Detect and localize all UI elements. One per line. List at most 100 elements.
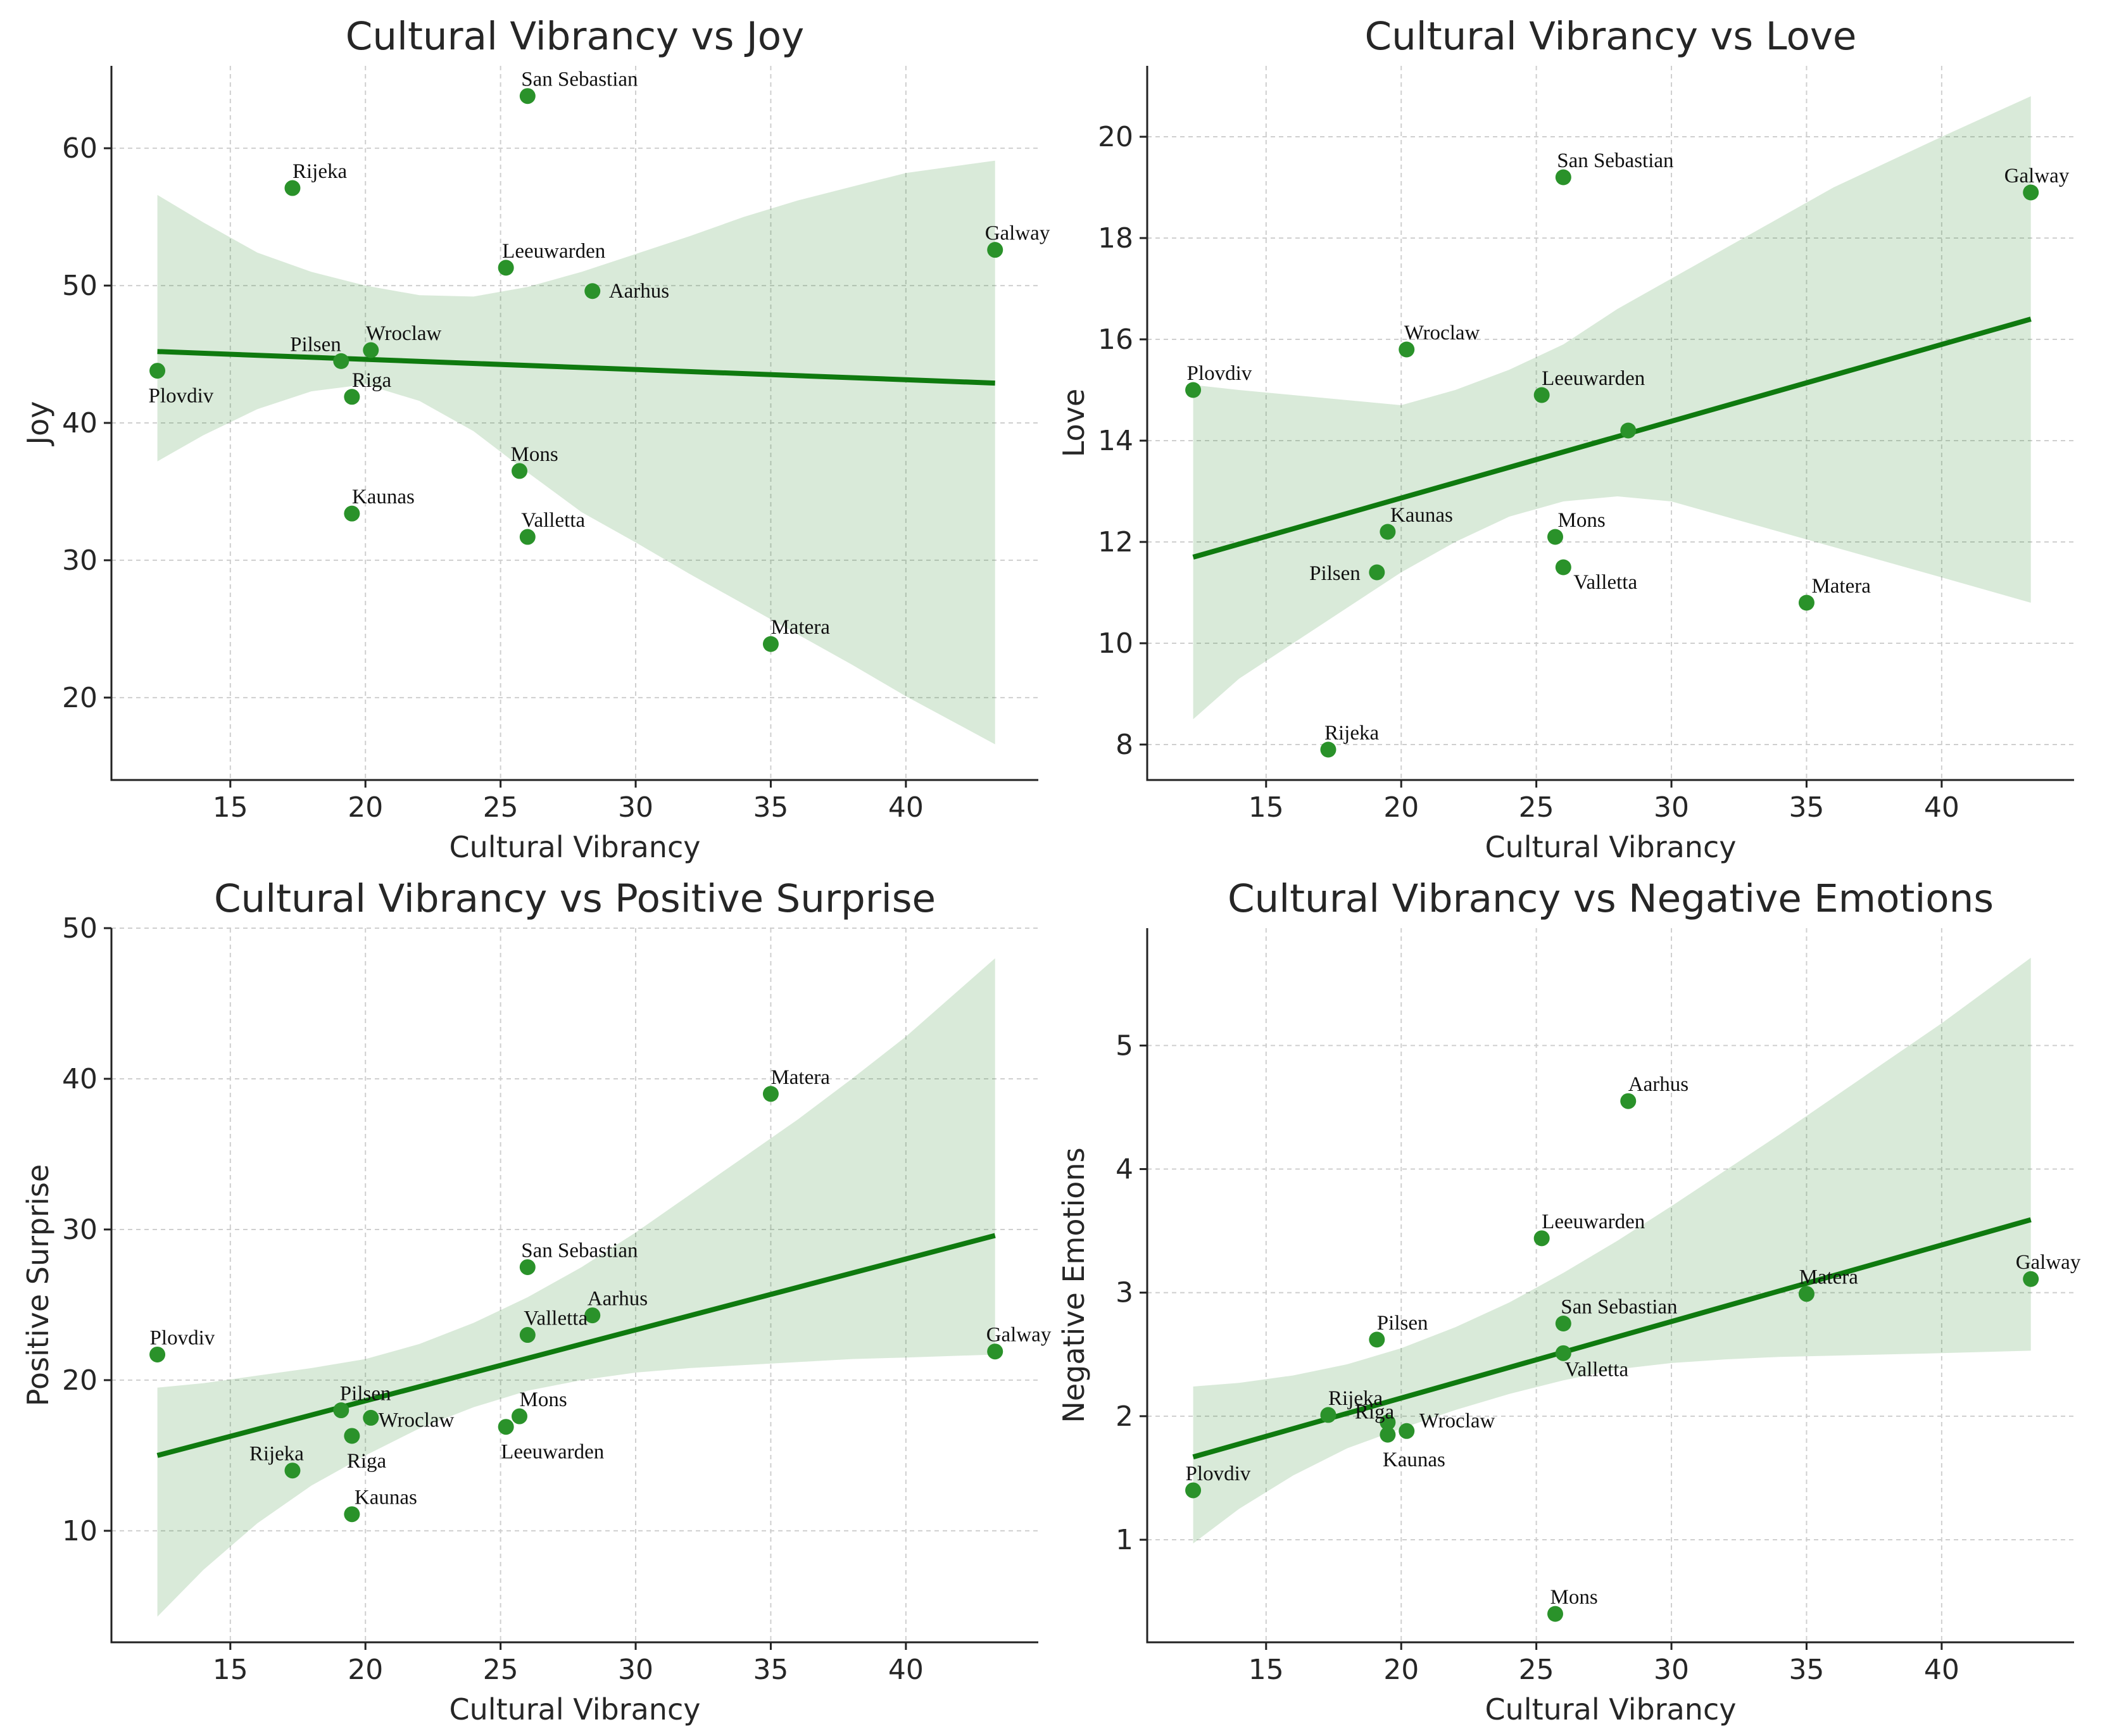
point-label-kaunas: Kaunas (352, 486, 415, 508)
y-tick-label: 10 (62, 1515, 97, 1547)
data-point-galway (987, 1343, 1003, 1360)
data-point-plovdiv (149, 363, 166, 379)
regression-line (1192, 317, 2032, 560)
y-tick-label: 40 (62, 407, 97, 439)
point-label-rijeka: Rijeka (1324, 722, 1379, 745)
y-tick-label: 14 (1098, 425, 1133, 457)
data-point-pilsen (1369, 564, 1385, 581)
point-label-plovdiv: Plovdiv (149, 385, 214, 408)
y-tick-label: 2 (1116, 1400, 1133, 1433)
data-point-kaunas (1380, 1426, 1396, 1443)
x-tick-label: 40 (888, 1654, 924, 1686)
point-label-riga: Riga (347, 1450, 387, 1473)
data-point-kaunas (1380, 524, 1396, 540)
data-point-wroclaw (1399, 1423, 1415, 1439)
data-point-kaunas (344, 1506, 360, 1523)
point-label-kaunas: Kaunas (1390, 504, 1453, 527)
point-label-valletta: Valletta (521, 509, 585, 532)
y-tick-label: 16 (1098, 324, 1133, 356)
point-label-plovdiv: Plovdiv (150, 1326, 215, 1349)
point-label-galway: Galway (985, 222, 1050, 245)
x-tick-label: 20 (1383, 791, 1419, 824)
data-point-valletta (519, 529, 536, 545)
axis-spines (1146, 66, 2074, 781)
point-label-wroclaw: Wroclaw (1404, 322, 1480, 344)
data-point-aarhus (584, 283, 601, 299)
axis-spines (1146, 928, 2074, 1644)
y-tick-label: 50 (62, 912, 97, 945)
data-point-pilsen (333, 1402, 349, 1419)
x-axis-label: Cultural Vibrancy (1485, 830, 1737, 864)
data-point-pilsen (333, 353, 349, 369)
y-tick-label: 20 (62, 682, 97, 714)
data-point-matera (1798, 1286, 1815, 1302)
data-point-wroclaw (363, 1409, 379, 1426)
point-label-mons: Mons (1550, 1586, 1598, 1609)
y-tick-label: 4 (1116, 1154, 1133, 1186)
x-tick-label: 30 (618, 791, 653, 824)
x-tick-label: 40 (1924, 1654, 1959, 1686)
x-tick-label: 40 (1924, 791, 1959, 824)
data-point-san-sebastian (519, 1259, 536, 1275)
data-point-valletta (1555, 559, 1571, 576)
data-point-valletta (519, 1327, 536, 1343)
point-label-riga: Riga (352, 369, 392, 392)
y-tick-label: 20 (62, 1364, 97, 1397)
data-point-mons (1547, 1606, 1564, 1622)
x-tick-label: 25 (483, 791, 519, 824)
data-point-mons (512, 463, 528, 479)
data-point-leeuwarden (1533, 1230, 1550, 1247)
axis-spines (110, 928, 1038, 1644)
point-label-kaunas: Kaunas (1383, 1449, 1445, 1471)
x-tick-label: 30 (1654, 1654, 1689, 1686)
data-point-aarhus (1620, 1093, 1637, 1109)
data-point-galway (2023, 1271, 2039, 1287)
point-label-leeuwarden: Leeuwarden (502, 240, 605, 263)
point-label-pilsen: Pilsen (340, 1383, 391, 1406)
point-label-san-sebastian: San Sebastian (1557, 149, 1673, 172)
data-point-wroclaw (363, 342, 379, 358)
point-label-plovdiv: Plovdiv (1186, 1462, 1251, 1485)
data-point-rijeka (284, 1462, 301, 1479)
x-tick-label: 40 (888, 791, 924, 824)
x-tick-label: 20 (348, 791, 383, 824)
chart-title: Cultural Vibrancy vs Joy (346, 14, 804, 59)
x-axis-label: Cultural Vibrancy (1485, 1692, 1737, 1727)
data-point-valletta (1555, 1345, 1571, 1361)
point-label-valletta: Valletta (1564, 1358, 1628, 1381)
x-tick-label: 35 (1789, 1654, 1824, 1686)
data-point-pilsen (1369, 1331, 1385, 1348)
data-point-san-sebastian (519, 88, 536, 104)
data-point-leeuwarden (498, 1419, 514, 1435)
regression-line (156, 1233, 996, 1458)
y-tick-label: 8 (1116, 729, 1133, 761)
subplot-joy: San Sebastian Rijeka Galway LeeuwardenAarhu… (21, 14, 1050, 864)
chart-title: Cultural Vibrancy vs Positive Surprise (214, 876, 936, 921)
point-label-valletta: Valletta (524, 1307, 588, 1330)
data-point-plovdiv (1185, 382, 1202, 398)
point-label-galway: Galway (2004, 165, 2070, 187)
point-label-valletta: Valletta (1573, 571, 1637, 594)
data-point-matera (762, 1086, 779, 1102)
confidence-band (1193, 96, 2031, 719)
y-tick-label: 50 (62, 270, 97, 302)
point-label-aarhus: Aarhus (588, 1288, 648, 1311)
data-point-kaunas (344, 505, 360, 522)
x-axis-label: Cultural Vibrancy (450, 830, 701, 864)
point-label-pilsen: Pilsen (1377, 1312, 1428, 1335)
x-tick-label: 35 (1789, 791, 1824, 824)
y-tick-label: 12 (1098, 526, 1133, 558)
data-point-leeuwarden (498, 260, 514, 276)
x-tick-label: 20 (1383, 1654, 1419, 1686)
data-point-unlabeled (1620, 422, 1637, 439)
confidence-band (157, 958, 995, 1617)
y-tick-label: 3 (1116, 1277, 1133, 1309)
point-label-matera: Matera (1799, 1266, 1858, 1289)
data-point-san-sebastian (1555, 1315, 1571, 1331)
point-label-matera: Matera (770, 1066, 830, 1089)
x-tick-label: 35 (753, 791, 788, 824)
data-point-mons (1547, 529, 1564, 545)
data-point-riga (344, 389, 360, 405)
